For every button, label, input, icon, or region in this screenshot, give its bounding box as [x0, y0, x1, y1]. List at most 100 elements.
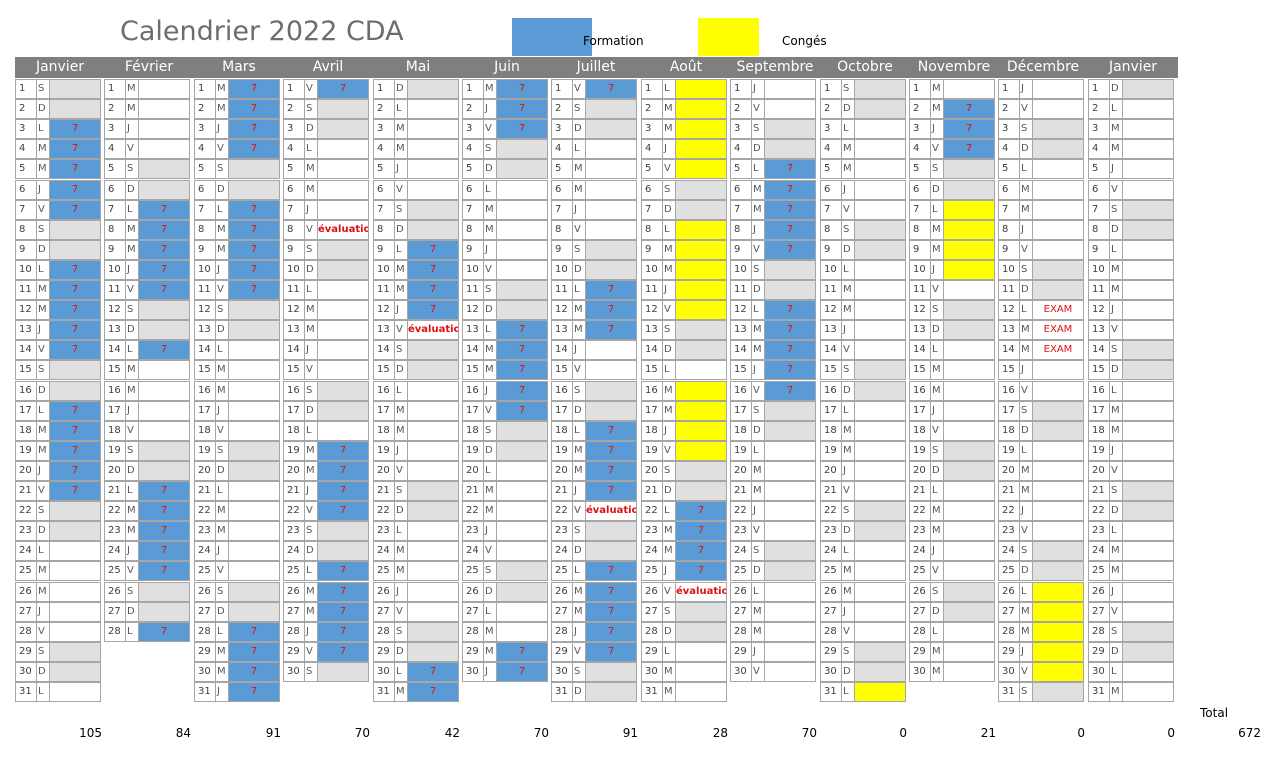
day-activity-cell[interactable]	[675, 280, 727, 300]
day-activity-cell[interactable]: 7	[49, 401, 101, 421]
day-activity-cell[interactable]	[228, 159, 280, 179]
day-activity-cell[interactable]: 7	[407, 662, 459, 682]
day-activity-cell[interactable]: 7	[496, 360, 548, 380]
day-activity-cell[interactable]	[764, 99, 816, 119]
day-activity-cell[interactable]	[407, 622, 459, 642]
day-activity-cell[interactable]	[496, 200, 548, 220]
day-activity-cell[interactable]	[1032, 240, 1084, 260]
day-activity-cell[interactable]: 7	[585, 642, 637, 662]
day-activity-cell[interactable]	[138, 300, 190, 320]
day-activity-cell[interactable]	[585, 682, 637, 702]
day-activity-cell[interactable]	[675, 220, 727, 240]
day-activity-cell[interactable]	[317, 421, 369, 441]
day-activity-cell[interactable]	[585, 340, 637, 360]
day-activity-cell[interactable]	[1032, 260, 1084, 280]
day-activity-cell[interactable]	[675, 200, 727, 220]
day-activity-cell[interactable]	[496, 501, 548, 521]
day-activity-cell[interactable]	[407, 521, 459, 541]
day-activity-cell[interactable]	[138, 159, 190, 179]
day-activity-cell[interactable]	[49, 662, 101, 682]
day-activity-cell[interactable]	[317, 300, 369, 320]
day-activity-cell[interactable]	[407, 561, 459, 581]
day-activity-cell[interactable]: 7	[138, 561, 190, 581]
day-activity-cell[interactable]	[854, 421, 906, 441]
day-activity-cell[interactable]	[943, 79, 995, 99]
day-activity-cell[interactable]	[228, 521, 280, 541]
day-activity-cell[interactable]	[49, 582, 101, 602]
day-activity-cell[interactable]	[764, 642, 816, 662]
day-activity-cell[interactable]	[1032, 662, 1084, 682]
day-activity-cell[interactable]	[317, 200, 369, 220]
day-activity-cell[interactable]	[854, 300, 906, 320]
day-activity-cell[interactable]: 7	[585, 602, 637, 622]
day-activity-cell[interactable]	[228, 481, 280, 501]
day-activity-cell[interactable]	[49, 79, 101, 99]
day-activity-cell[interactable]	[1032, 220, 1084, 240]
day-activity-cell[interactable]	[496, 541, 548, 561]
day-activity-cell[interactable]: évaluation	[675, 582, 727, 602]
day-activity-cell[interactable]: 7	[585, 441, 637, 461]
day-activity-cell[interactable]	[317, 99, 369, 119]
day-activity-cell[interactable]	[138, 79, 190, 99]
day-activity-cell[interactable]	[675, 682, 727, 702]
day-activity-cell[interactable]	[943, 461, 995, 481]
day-activity-cell[interactable]	[1032, 119, 1084, 139]
day-activity-cell[interactable]	[585, 381, 637, 401]
day-activity-cell[interactable]	[407, 139, 459, 159]
day-activity-cell[interactable]	[943, 320, 995, 340]
day-activity-cell[interactable]: 7	[585, 79, 637, 99]
day-activity-cell[interactable]	[943, 421, 995, 441]
day-activity-cell[interactable]	[585, 360, 637, 380]
day-activity-cell[interactable]	[854, 461, 906, 481]
day-activity-cell[interactable]	[138, 99, 190, 119]
day-activity-cell[interactable]	[585, 401, 637, 421]
day-activity-cell[interactable]	[943, 501, 995, 521]
day-activity-cell[interactable]	[1122, 582, 1174, 602]
day-activity-cell[interactable]: 7	[138, 240, 190, 260]
day-activity-cell[interactable]: 7	[407, 682, 459, 702]
day-activity-cell[interactable]	[1122, 220, 1174, 240]
day-activity-cell[interactable]	[496, 300, 548, 320]
day-activity-cell[interactable]	[49, 381, 101, 401]
day-activity-cell[interactable]	[228, 561, 280, 581]
day-activity-cell[interactable]	[675, 622, 727, 642]
day-activity-cell[interactable]	[943, 200, 995, 220]
day-activity-cell[interactable]	[675, 642, 727, 662]
day-activity-cell[interactable]	[1032, 441, 1084, 461]
day-activity-cell[interactable]	[1122, 541, 1174, 561]
day-activity-cell[interactable]	[675, 119, 727, 139]
day-activity-cell[interactable]: 7	[49, 180, 101, 200]
day-activity-cell[interactable]	[675, 79, 727, 99]
day-activity-cell[interactable]	[943, 521, 995, 541]
day-activity-cell[interactable]	[943, 662, 995, 682]
day-activity-cell[interactable]	[943, 582, 995, 602]
day-activity-cell[interactable]	[228, 602, 280, 622]
day-activity-cell[interactable]	[764, 521, 816, 541]
day-activity-cell[interactable]	[496, 582, 548, 602]
day-activity-cell[interactable]	[675, 360, 727, 380]
day-activity-cell[interactable]	[407, 642, 459, 662]
day-activity-cell[interactable]	[854, 180, 906, 200]
day-activity-cell[interactable]	[407, 180, 459, 200]
day-activity-cell[interactable]	[317, 541, 369, 561]
day-activity-cell[interactable]: 7	[317, 501, 369, 521]
day-activity-cell[interactable]	[407, 501, 459, 521]
day-activity-cell[interactable]	[1122, 280, 1174, 300]
day-activity-cell[interactable]	[407, 381, 459, 401]
day-activity-cell[interactable]	[407, 421, 459, 441]
day-activity-cell[interactable]	[138, 139, 190, 159]
day-activity-cell[interactable]	[407, 481, 459, 501]
day-activity-cell[interactable]	[407, 159, 459, 179]
day-activity-cell[interactable]	[228, 582, 280, 602]
day-activity-cell[interactable]	[1122, 682, 1174, 702]
day-activity-cell[interactable]	[1032, 642, 1084, 662]
day-activity-cell[interactable]	[675, 180, 727, 200]
day-activity-cell[interactable]: 7	[138, 220, 190, 240]
day-activity-cell[interactable]	[675, 461, 727, 481]
day-activity-cell[interactable]	[764, 602, 816, 622]
day-activity-cell[interactable]	[1032, 381, 1084, 401]
day-activity-cell[interactable]	[49, 561, 101, 581]
day-activity-cell[interactable]	[764, 481, 816, 501]
day-activity-cell[interactable]	[764, 79, 816, 99]
day-activity-cell[interactable]	[1122, 622, 1174, 642]
